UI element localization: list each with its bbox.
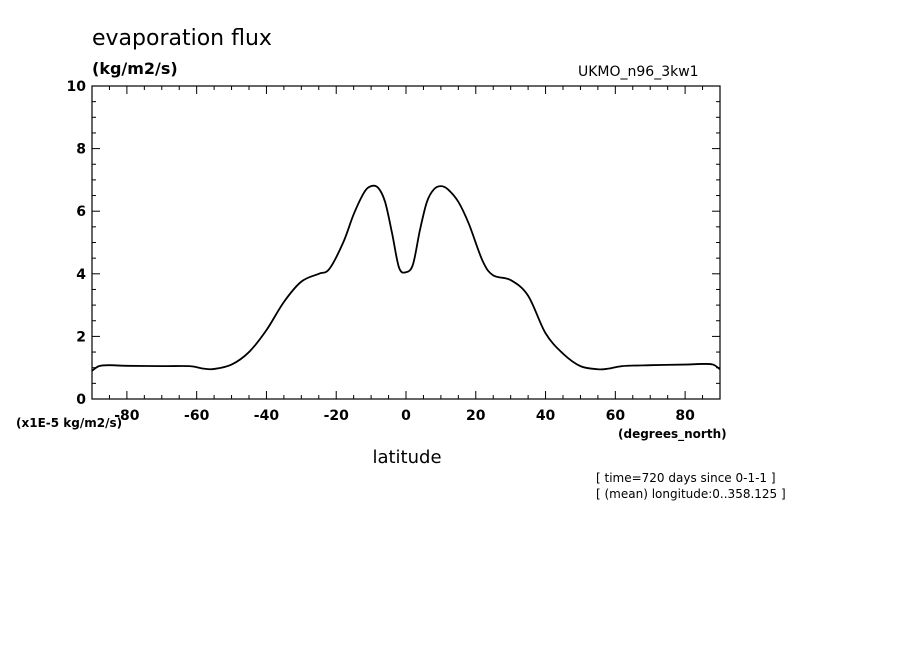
y-tick-label: 10 [67,79,87,95]
chart-title: evaporation flux [92,26,272,51]
x-tick-label: 60 [606,408,626,424]
x-tick-label: 80 [675,408,695,424]
plot-frame [91,85,721,400]
y-axis-ticks [92,85,720,400]
longitude-info: [ (mean) longitude:0..358.125 ] [596,487,786,501]
time-info: [ time=720 days since 0-1-1 ] [596,471,776,485]
y-tick-label: 6 [76,204,86,220]
x-tick-label: -40 [254,408,280,424]
x-tick-label: -80 [114,408,140,424]
x-axis-tick-labels: -80 -60 -40 -20 0 20 40 60 80 [114,408,695,424]
chart-units: (kg/m2/s) [92,59,178,78]
x-axis-ticks [91,86,721,399]
series-line [91,184,721,372]
y-tick-label: 4 [76,267,86,283]
x-tick-label: 40 [536,408,556,424]
x-tick-label: -60 [184,408,210,424]
y-tick-label: 8 [76,142,86,158]
x-tick-label: -20 [324,408,350,424]
y-axis-tick-labels: 0 2 4 6 8 10 [67,79,87,408]
x-axis-label: latitude [372,447,441,468]
y-scale-note: (x1E-5 kg/m2/s) [16,416,122,430]
x-tick-label: 0 [401,408,411,424]
x-units-label: (degrees_north) [618,427,727,442]
y-tick-label: 0 [76,392,86,408]
x-tick-label: 20 [466,408,486,424]
y-tick-label: 2 [76,329,86,345]
dataset-label: UKMO_n96_3kw1 [578,64,699,80]
